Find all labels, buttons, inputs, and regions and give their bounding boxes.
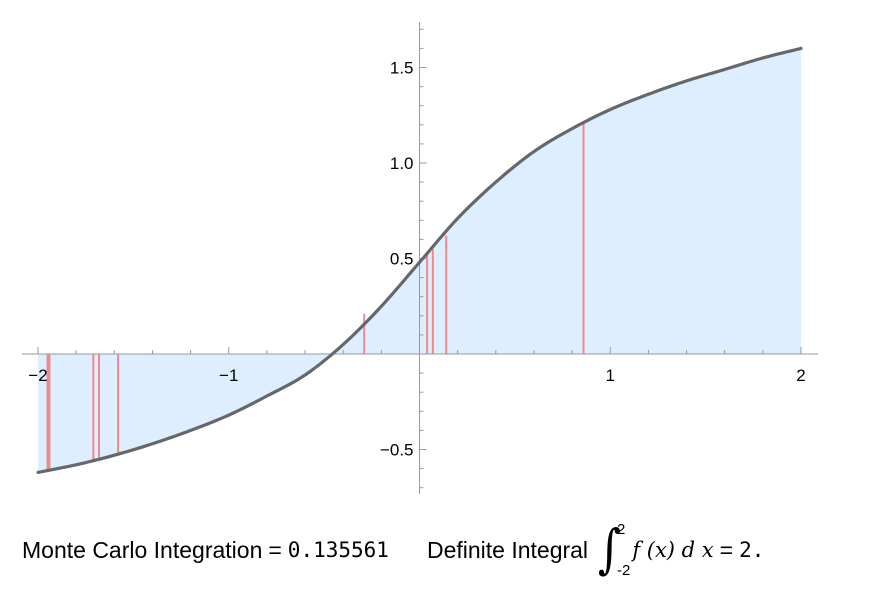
integral-expression: ∫ 2 -2 f (x) d x (598, 521, 714, 579)
axes (22, 22, 818, 494)
area-under-curve (38, 48, 801, 473)
integration-plot: −2 −1 1 2 −0.5 0.5 1.0 1.5 (22, 22, 818, 494)
x-tick-label: −1 (219, 366, 238, 385)
x-tick-label: 2 (796, 366, 805, 385)
equals-sign: = (268, 536, 282, 563)
result-caption: Monte Carlo Integration = 0.135561 Defin… (22, 520, 764, 580)
equals-sign-2: = (719, 536, 734, 563)
tick-labels: −2 −1 1 2 −0.5 0.5 1.0 1.5 (28, 59, 805, 460)
monte-carlo-label: Monte Carlo Integration (22, 536, 263, 563)
integral-upper-limit: 2 (616, 521, 626, 538)
y-tick-label: 0.5 (390, 250, 414, 269)
y-tick-label: 1.5 (390, 59, 414, 78)
definite-integral-label: Definite Integral (426, 536, 589, 563)
integrand: f (x) d x (632, 538, 714, 562)
monte-carlo-value: 0.135561 (287, 538, 389, 562)
y-tick-label: −0.5 (380, 441, 414, 460)
definite-integral-value: 2. (739, 538, 765, 562)
y-tick-label: 1.0 (390, 154, 414, 173)
x-tick-label: −2 (28, 366, 47, 385)
monte-carlo-samples (46, 122, 585, 471)
integral-sign-icon: ∫ (598, 518, 621, 580)
x-tick-label: 1 (606, 366, 615, 385)
function-curve (36, 46, 803, 475)
integral-lower-limit: -2 (616, 562, 631, 579)
